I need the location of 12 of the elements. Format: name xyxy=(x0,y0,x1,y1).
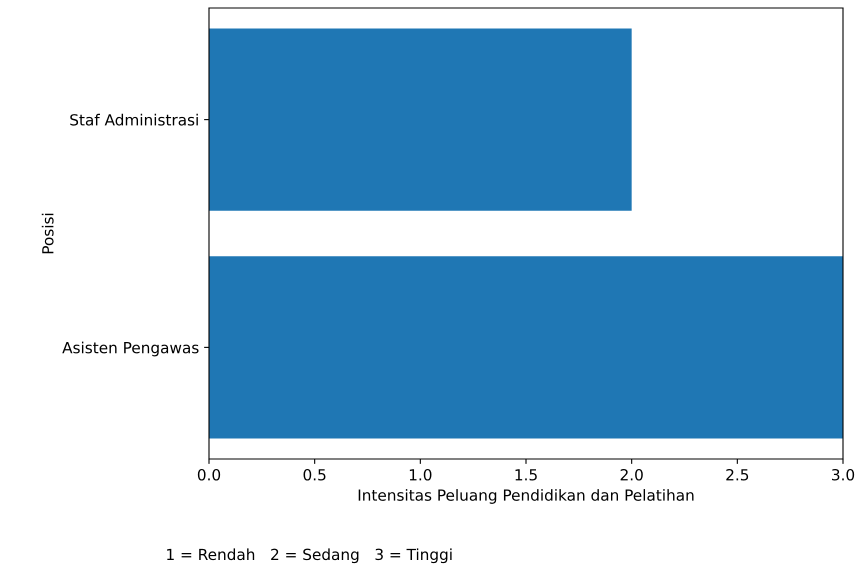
x-tick-label: 0.5 xyxy=(304,468,326,481)
x-tick-label: 0.0 xyxy=(198,468,220,481)
x-tick-label: 1.0 xyxy=(410,468,432,481)
y-tick-label: Asisten Pengawas xyxy=(62,342,199,356)
x-tick-label: 2.5 xyxy=(726,468,748,481)
x-tick-label: 3.0 xyxy=(832,468,854,481)
x-tick-label: 2.0 xyxy=(620,468,643,481)
text: 1 = Rendah 2 = Sedang 3 = Tinggi xyxy=(167,548,452,564)
y-axis-title: Posisi xyxy=(42,214,54,254)
y-tick-label: Staf Administrasi xyxy=(70,114,198,126)
x-axis-title: Intensitas Peluang Pendidikan dan Pelatihan xyxy=(358,489,694,504)
x-tick-label: 1.5 xyxy=(516,469,537,481)
